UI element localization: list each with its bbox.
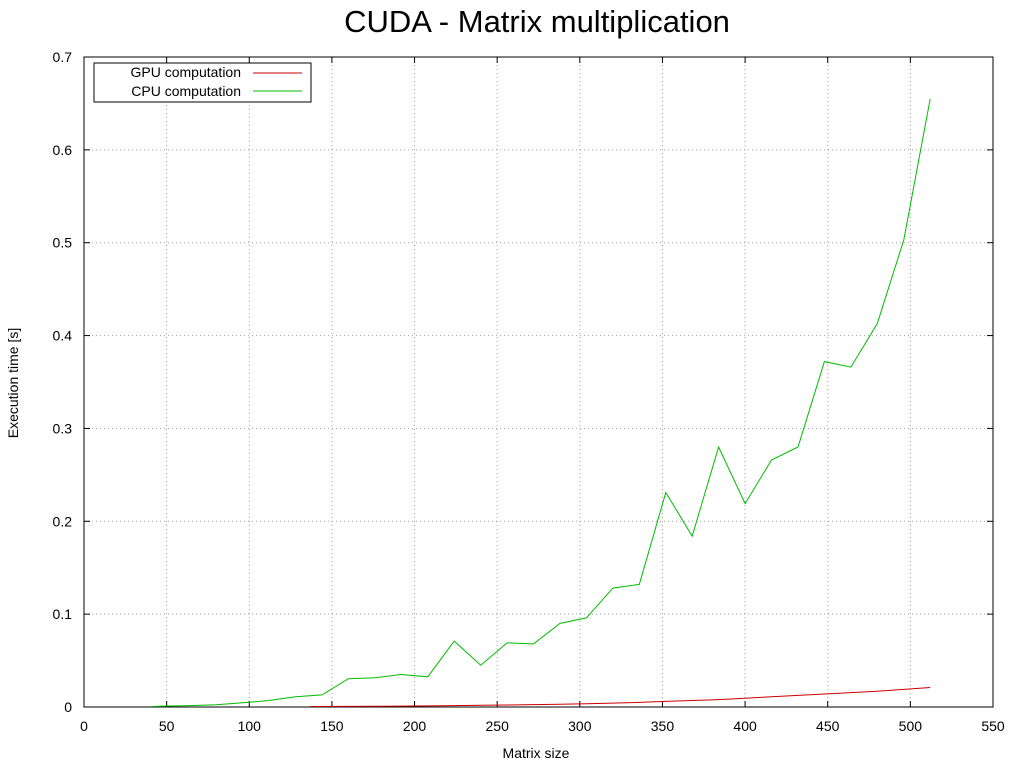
x-tick-label: 550 [981, 718, 1005, 734]
x-tick-label: 100 [238, 718, 262, 734]
x-axis-label: Matrix size [503, 745, 570, 761]
axis-ticks: 0 50 100 150 200 250 300 350 400 450 500 550 0 0.1 0.2… [53, 49, 1005, 734]
chart-title: CUDA - Matrix multiplication [344, 4, 730, 39]
legend-box [93, 62, 312, 103]
series-lines [151, 98, 931, 707]
x-tick-label: 0 [80, 718, 88, 734]
legend: GPU computation CPU computation [93, 62, 312, 103]
y-tick-label: 0.5 [53, 235, 73, 251]
y-tick-label: 0.2 [53, 513, 73, 529]
y-tick-label: 0.4 [53, 328, 73, 344]
y-tick-label: 0 [64, 699, 72, 715]
y-tick-label: 0.6 [53, 142, 73, 158]
y-tick-label: 0.1 [53, 606, 73, 622]
y-tick-label: 0.3 [53, 420, 73, 436]
x-tick-label: 150 [320, 718, 344, 734]
x-tick-label: 400 [733, 718, 757, 734]
x-tick-label: 50 [159, 718, 175, 734]
x-tick-label: 450 [816, 718, 840, 734]
legend-label-cpu: CPU computation [131, 83, 241, 99]
x-tick-label: 350 [651, 718, 675, 734]
y-axis-label: Execution time [s] [5, 328, 21, 439]
y-tick-label: 0.7 [53, 49, 73, 65]
grid-lines [84, 57, 993, 707]
series-line-gpu [310, 687, 931, 707]
x-tick-label: 500 [899, 718, 923, 734]
x-tick-label: 250 [486, 718, 510, 734]
series-line-cpu [151, 98, 931, 707]
x-tick-label: 300 [568, 718, 592, 734]
x-tick-label: 200 [403, 718, 427, 734]
plot-area-frame [83, 56, 994, 708]
legend-label-gpu: GPU computation [131, 64, 242, 80]
